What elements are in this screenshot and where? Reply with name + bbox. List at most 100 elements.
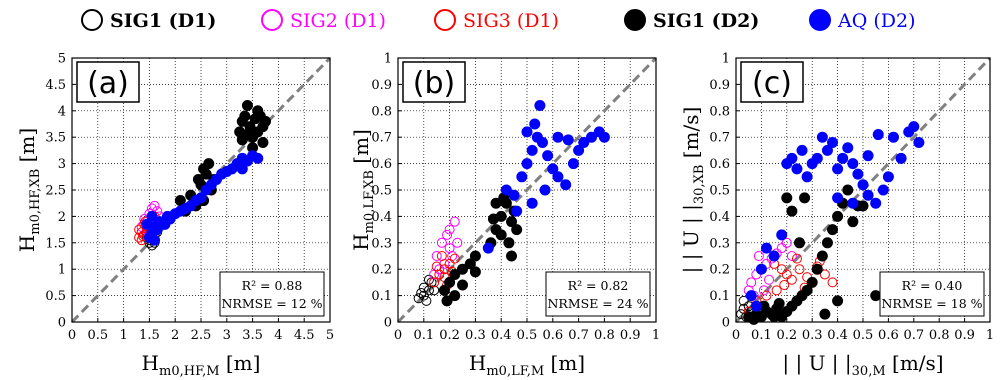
data-point [457,263,468,275]
y-tick-label: 0.4 [371,210,392,225]
data-point [236,163,248,175]
data-point [786,205,798,217]
data-point [252,152,264,164]
y-tick-label: 0.2 [371,263,392,278]
data-point [416,287,427,298]
data-point [441,295,453,307]
data-point [542,150,554,162]
data-point [882,171,894,183]
data-point [870,290,882,302]
y-tick-label: 0.3 [371,236,392,251]
data-point [811,152,823,164]
data-point [431,251,442,261]
data-point [444,224,455,235]
y-tick-label: 0.2 [709,263,730,278]
data-point [758,285,769,296]
data-point [796,144,808,156]
data-point [862,150,874,162]
data-point [521,158,533,170]
panel-label-box [76,61,140,103]
x-tick-label: 4.5 [294,328,315,343]
y-tick-label: 1 [384,52,392,67]
data-point [241,100,253,112]
panel-label-box [740,61,804,103]
legend-marker [81,9,103,31]
chart-panel-3: 0 0.1 0.2 0.3 0.4 0.5 0.6 0.7 0.8 0.9 1 0 0.1 0.2 0.3 0… [679,52,994,380]
data-point [872,129,884,141]
data-point [529,118,541,130]
data-point [257,136,269,148]
data-point [755,263,767,275]
x-tick-label: 0.8 [594,328,615,343]
x-tick-label: 0.9 [954,328,975,343]
one-to-one-line [396,56,658,324]
stats-box [879,271,985,317]
series-aq-d2- [482,100,610,254]
data-point [786,152,798,164]
data-point [768,311,780,323]
data-point [547,163,559,175]
data-point [753,251,764,261]
data-point [449,216,460,227]
data-point [832,192,844,204]
data-point [174,195,186,207]
data-point [449,268,461,280]
data-point [521,126,533,138]
data-point [239,110,251,122]
data-point [773,298,785,310]
data-point [508,189,520,201]
data-point [421,295,432,306]
x-tick-label: 5 [326,328,334,343]
data-point [586,131,597,143]
data-point [832,163,844,175]
data-point [429,277,440,288]
data-point [442,229,453,240]
data-point [877,184,889,196]
x-tick-label: 0.6 [878,328,899,343]
data-point [771,285,782,296]
x-tick-label: 0.4 [491,328,512,343]
x-tick-label: 0 [68,328,76,343]
data-point [449,253,460,264]
y-tick-label: 4.5 [45,78,66,93]
series-aq-d2- [745,121,925,312]
data-point [806,276,818,288]
data-point [908,121,920,133]
data-point [827,277,838,288]
data-point [913,136,925,148]
data-point [511,224,523,236]
data-point [776,243,787,254]
data-point [794,264,805,275]
data-point [423,274,434,285]
data-point [552,171,564,183]
data-point [149,200,160,211]
legend-label: SIG3 (D1) [463,10,559,32]
nrmse-value: NRMSE = 18 % [881,296,982,311]
data-point [738,295,749,306]
y-tick-label: 0.5 [709,184,730,199]
y-tick-label: 1.5 [45,236,66,251]
data-point [870,197,882,209]
data-point [852,168,864,180]
data-point [811,263,823,275]
data-point [452,237,463,248]
y-tick-label: 0.6 [371,157,392,172]
data-point [750,300,762,312]
data-point [464,258,476,270]
data-point [842,142,854,154]
data-point [503,237,515,249]
data-point [801,171,813,183]
data-point [534,100,546,112]
series-sig1-d2- [743,184,894,325]
data-point [776,229,788,241]
x-tick-label: 1.5 [139,328,160,343]
data-point [418,282,429,293]
data-point [827,224,839,236]
data-point [444,276,456,288]
r-squared-value: R² = 0.40 [902,278,963,293]
panel-label: (a) [87,66,129,101]
data-point [539,184,551,196]
y-tick-label: 2.5 [45,184,66,199]
y-tick-label: 3.5 [45,131,66,146]
